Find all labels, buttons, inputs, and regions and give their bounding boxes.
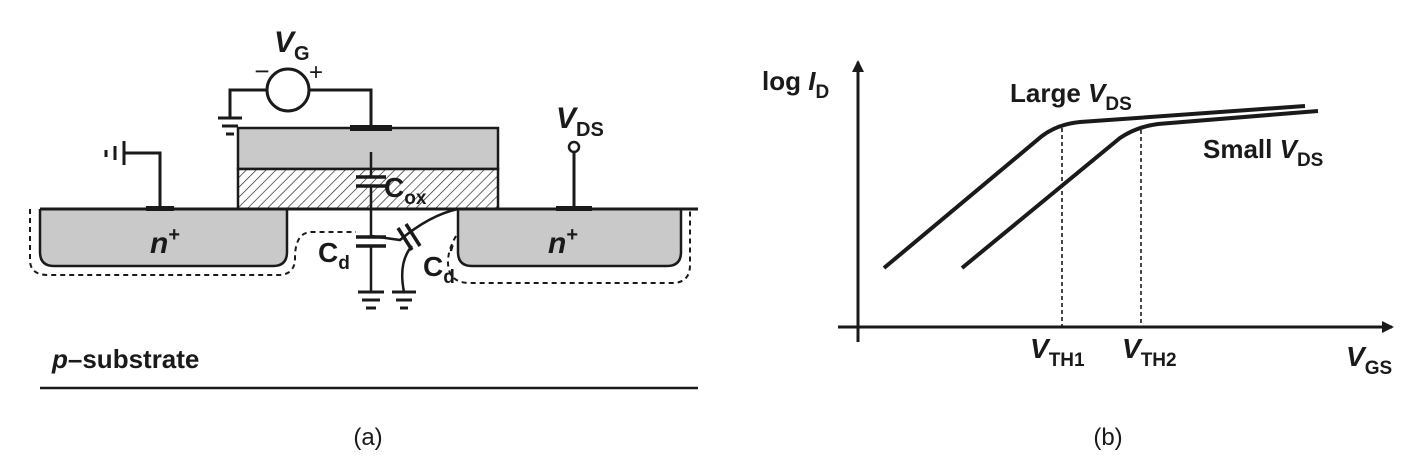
source-plus-sign: + (309, 59, 323, 86)
cd-capacitor (356, 235, 386, 310)
caption-b: (b) (1093, 424, 1122, 451)
y-axis-label: log ID (762, 66, 829, 103)
cox-label: Cox (384, 172, 427, 209)
small-vds-curve (960, 109, 1319, 270)
gate-oxide (236, 167, 500, 211)
n-plus-well-right (456, 209, 683, 268)
cd-label: Cd (318, 237, 350, 274)
cox-capacitor (356, 152, 386, 236)
x-axis-label: VGS (1346, 341, 1392, 379)
cd-prime-label: Cd′ (423, 241, 455, 288)
gate-voltage-source (228, 67, 373, 128)
n-plus-well-left (38, 209, 289, 268)
subthreshold-plot: log ID VGS VTH1 VTH2 Large VDS Small VDS… (762, 60, 1394, 451)
n-plus-label-left: n+ (150, 224, 180, 260)
cd-prime-wire (370, 207, 459, 242)
vth1-label: VTH1 (1030, 333, 1085, 371)
ground-icon (218, 116, 242, 136)
substrate-label: p–substrate (51, 344, 199, 374)
n-plus-label-right: n+ (548, 224, 578, 260)
vds-label: VDS (556, 102, 604, 141)
depletion-boundary (29, 209, 691, 284)
vth2-label: VTH2 (1122, 333, 1177, 371)
cd-prime-capacitor (392, 223, 422, 310)
caption-a: (a) (353, 424, 382, 451)
large-vds-curve (882, 104, 1306, 270)
gate-polysilicon (236, 126, 500, 171)
small-vds-label: Small VDS (1203, 134, 1323, 171)
drain-terminal (556, 140, 592, 211)
large-vds-label: Large VDS (1010, 78, 1132, 115)
source-minus-sign: − (254, 56, 269, 86)
source-terminal (104, 141, 174, 211)
mosfet-cross-section: − + VG (29, 26, 698, 451)
gate-contact (350, 125, 392, 131)
vg-label: VG (274, 26, 310, 65)
